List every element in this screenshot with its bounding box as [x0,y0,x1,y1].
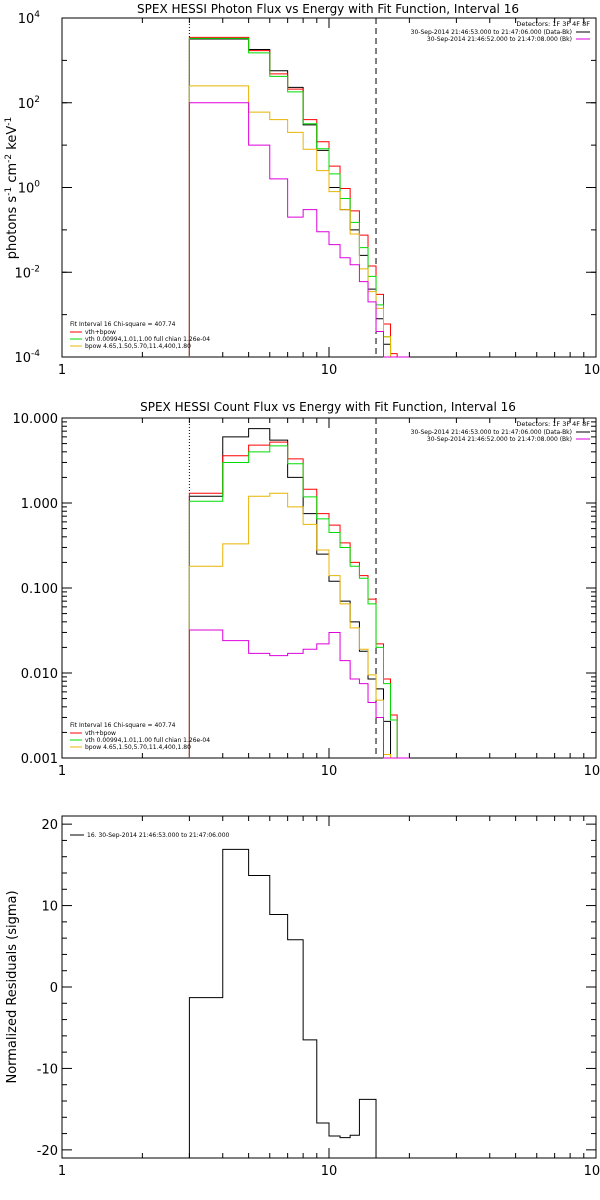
series-bpow [188,85,410,358]
y-tick-label: 104 [18,10,41,27]
legend-left-item: 16. 30-Sep-2014 21:46:53.000 to 21:47:06… [87,832,230,839]
residuals-legend: 16. 30-Sep-2014 21:46:53.000 to 21:47:06… [70,832,230,839]
y-tick-label: 102 [18,95,40,112]
legend-fit-title: Fit Interval 16 Chi-square = 407.74 [70,722,176,729]
residuals-panel: Normalized Residuals (sigma) 11010020100… [5,815,600,1179]
residuals-frame [61,815,597,1159]
y-tick-label: -10 [37,1062,58,1077]
count-flux-legend-left: Fit Interval 16 Chi-square = 407.74vth+b… [70,722,210,751]
count-flux-frame [61,417,597,759]
residuals-series [188,848,377,1158]
photon-flux-fit-range-lines [188,18,377,357]
x-tick-label: 10 [321,1164,338,1179]
y-tick-label: -20 [37,1144,58,1159]
x-tick-label: 10 [321,764,338,779]
x-tick-label: 1 [58,363,66,378]
legend-right-item: 30-Sep-2014 21:46:53.000 to 21:47:06.000… [411,29,572,36]
series-residuals [188,848,377,1158]
y-tick-label: 20 [41,818,58,833]
legend-left-item: vth 0.00994,1.01,1.00 full chian 1.26e-0… [85,737,210,744]
count-flux-title: SPEX HESSI Count Flux vs Energy with Fit… [140,400,516,414]
series-background [188,102,410,358]
series-vth [188,445,410,759]
legend-detectors-title: Detectors: 1F 3F 4F 8F [516,420,590,428]
legend-left-item: vth+bpow [85,329,116,336]
x-tick-label: 100 [584,363,600,378]
x-tick-label: 1 [58,1164,66,1179]
count-flux-axes: 1 10 100 0.001 0.010 0.100 1.000 10.000 [13,412,600,779]
series-vth [188,37,410,358]
photon-flux-axes: 1 10 100 10-4 10-2 100 102 104 [14,10,600,378]
y-tick-label: 0.010 [21,667,58,682]
y-tick-label: 10-2 [14,264,40,281]
count-flux-fit-range-lines [188,418,377,758]
y-tick-label: 10.000 [13,412,59,427]
x-tick-label: 100 [584,1164,600,1179]
count-flux-series [188,428,410,759]
y-tick-label: 10 [41,900,58,915]
count-flux-panel: SPEX HESSI Count Flux vs Energy with Fit… [13,400,600,779]
legend-fit-title: Fit Interval 16 Chi-square = 407.74 [70,321,176,328]
residuals-axes: 11010020100-10-20 [37,816,600,1179]
y-tick-label: 1.000 [21,497,58,512]
x-tick-label: 1 [58,764,66,779]
photon-flux-series [188,36,410,358]
legend-left-item: bpow 4.65,1.50,5.70,11.4,400,1.80 [85,343,191,350]
y-tick-label: 100 [18,180,41,197]
legend-right-item: 30-Sep-2014 21:46:53.000 to 21:47:06.000… [411,429,572,436]
photon-flux-panel: SPEX HESSI Photon Flux vs Energy with Fi… [4,2,600,378]
photon-flux-ylabel: photons s-1 cm-2 keV-1 [4,117,20,259]
legend-detectors-title: Detectors: 1F 3F 4F 8F [516,20,590,28]
photon-flux-title: SPEX HESSI Photon Flux vs Energy with Fi… [137,2,519,16]
photon-flux-legend-left: Fit Interval 16 Chi-square = 407.74vth+b… [70,321,210,350]
x-tick-label: 100 [584,764,600,779]
x-tick-label: 10 [321,363,338,378]
legend-left-item: bpow 4.65,1.50,5.70,11.4,400,1.80 [85,744,191,751]
series-background [188,629,410,759]
y-tick-label: 0.001 [21,752,58,767]
y-tick-label: 10-4 [14,349,40,366]
legend-right-item: 30-Sep-2014 21:46:52.000 to 21:47:08.000… [427,36,572,43]
residuals-ylabel: Normalized Residuals (sigma) [5,890,20,1083]
legend-left-item: vth+bpow [85,730,116,737]
legend-right-item: 30-Sep-2014 21:46:52.000 to 21:47:08.000… [427,436,572,443]
y-tick-label: 0.100 [21,582,58,597]
y-tick-label: 0 [50,981,58,996]
legend-left-item: vth 0.00994,1.01,1.00 full chian 1.26e-0… [85,336,210,343]
